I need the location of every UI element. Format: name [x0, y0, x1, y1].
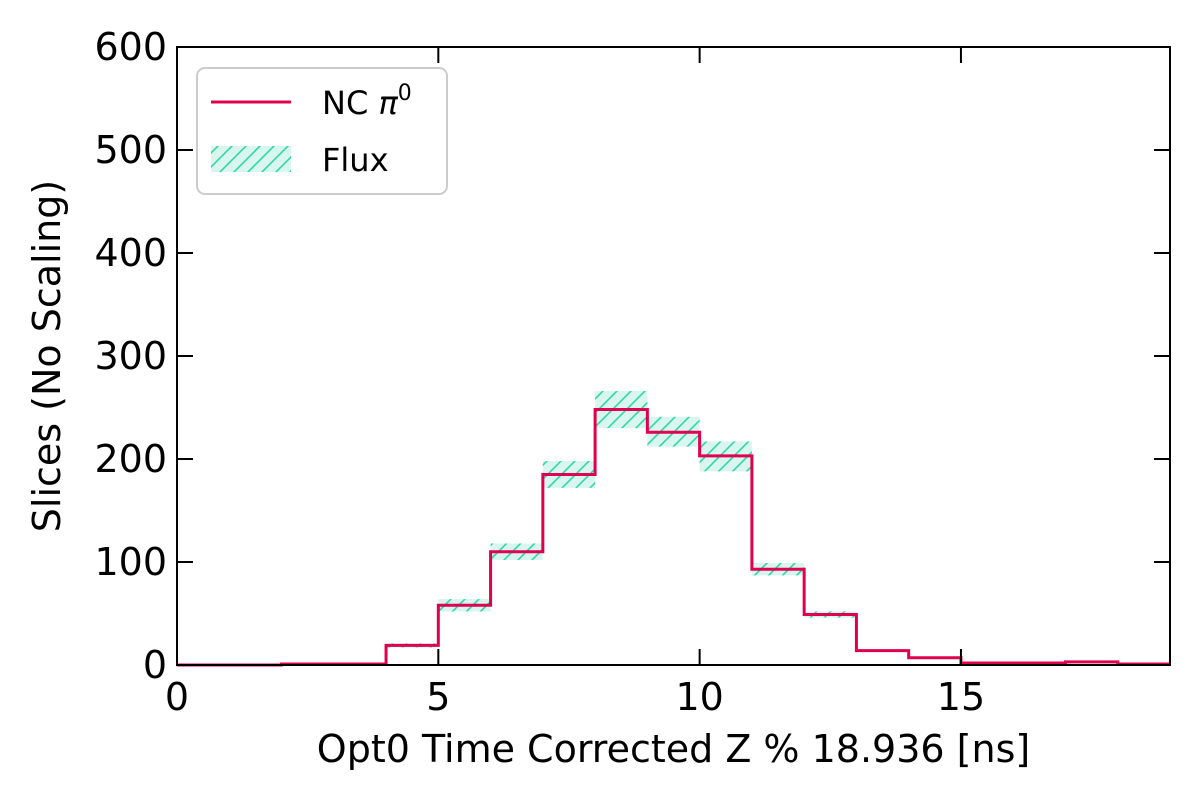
legend-label-nc-pi0-sup: 0	[398, 81, 412, 106]
legend-label-nc-pi0-symbol: π	[378, 84, 398, 122]
y-axis-label: Slices (No Scaling)	[25, 180, 69, 532]
x-tick-label-10: 10	[675, 675, 723, 719]
y-tick-label-200: 200	[94, 437, 167, 481]
plot-frame	[176, 46, 1171, 666]
legend: NC π0 Flux	[196, 67, 448, 195]
y-tick-label-300: 300	[94, 334, 167, 378]
y-tick-label-600: 600	[94, 25, 167, 69]
y-tick-label-400: 400	[94, 231, 167, 275]
legend-swatch-flux-hatch	[211, 146, 291, 172]
y-tick-label-0: 0	[143, 643, 167, 687]
y-tick-label-500: 500	[94, 128, 167, 172]
y-tick-label-100: 100	[94, 540, 167, 584]
x-tick-label-5: 5	[426, 675, 450, 719]
legend-label-flux: Flux	[322, 141, 389, 179]
legend-label-nc-pi0: NC π0	[322, 81, 412, 122]
nc-pi0-step-line	[177, 408, 1170, 667]
legend-label-nc-pi0-base: NC	[322, 84, 378, 122]
x-tick-label-15: 15	[937, 675, 985, 719]
x-tick-label-0: 0	[165, 675, 189, 719]
x-axis-label: Opt0 Time Corrected Z % 18.936 [ns]	[317, 727, 1030, 771]
axis-ticks: 0 5 10 15 0 100 200 300 400 500 600	[94, 25, 1170, 719]
nc-pi0-line-layer	[177, 408, 1170, 667]
